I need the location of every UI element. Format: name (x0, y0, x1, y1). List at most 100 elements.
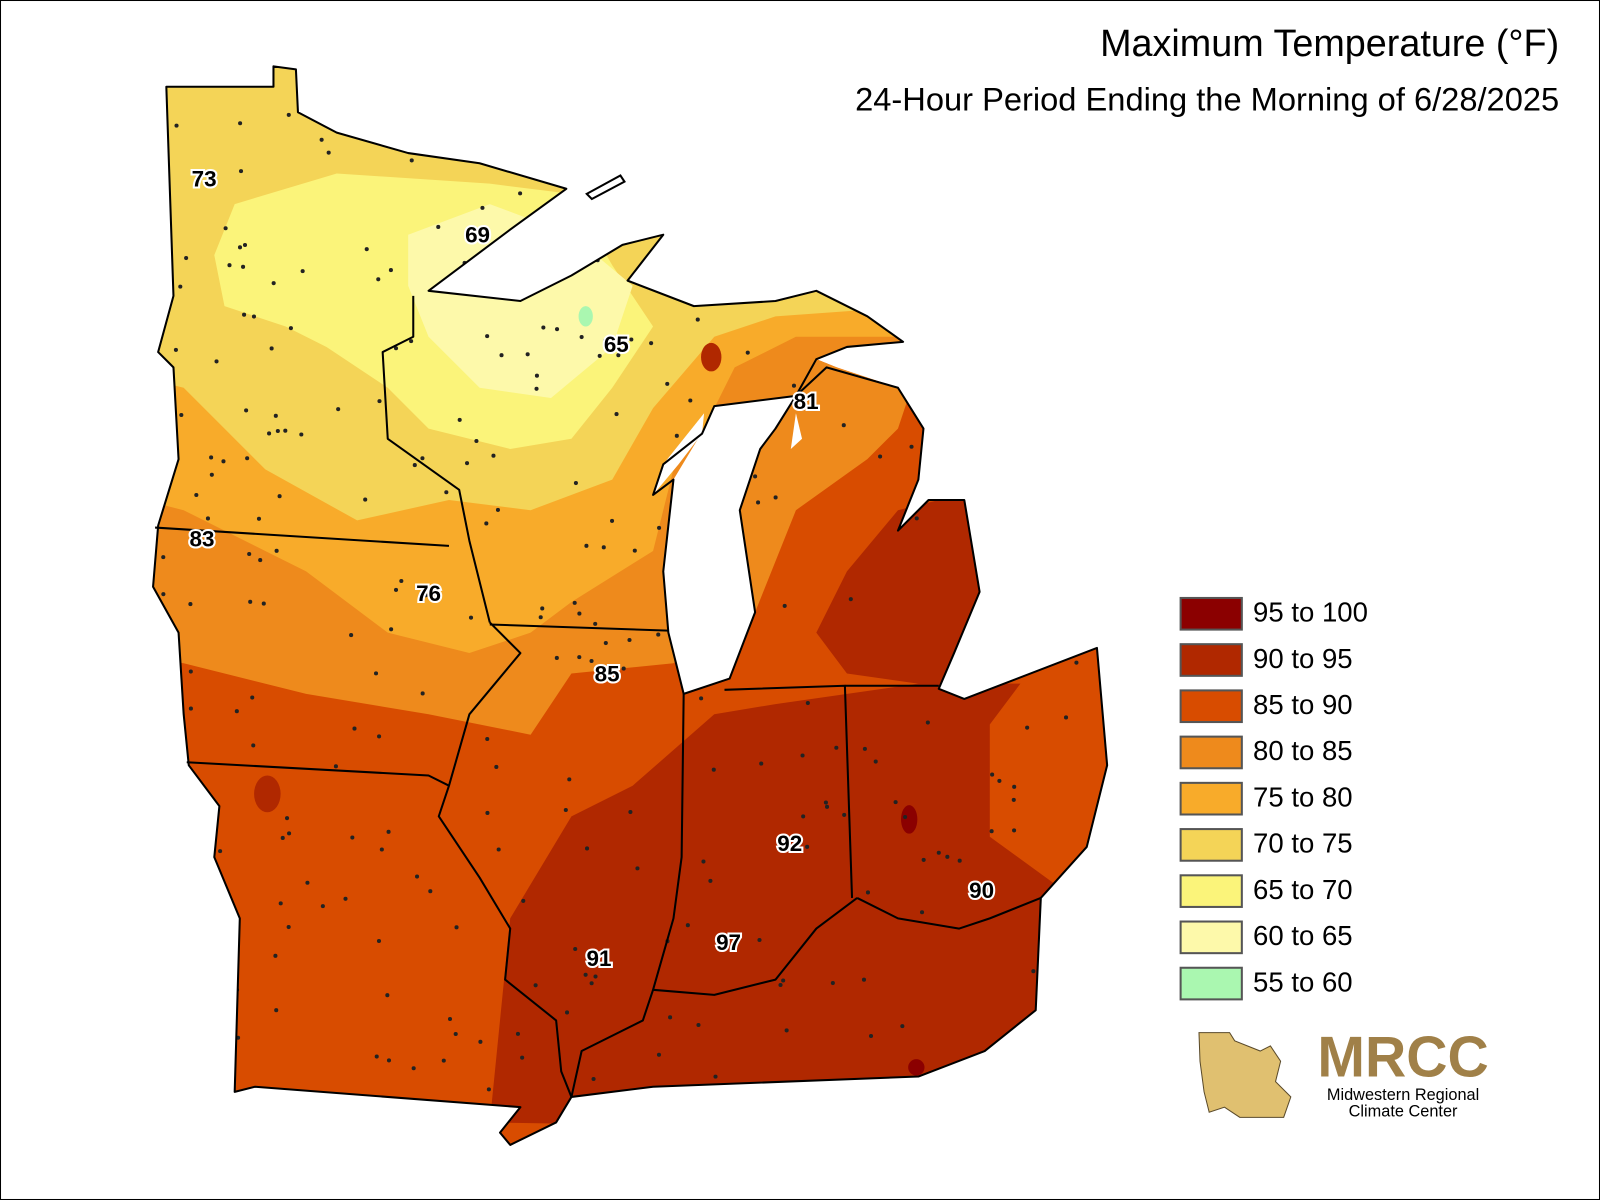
station-dot (668, 1015, 673, 1020)
station-dot (377, 399, 382, 404)
station-dot (485, 810, 490, 815)
station-dot (300, 269, 305, 274)
station-dot (350, 835, 355, 840)
station-dot (990, 772, 995, 777)
station-label: 65 (604, 332, 629, 357)
station-dot (320, 904, 325, 909)
station-dot (454, 925, 459, 930)
legend-label: 60 to 65 (1253, 920, 1353, 951)
station-dot (936, 850, 941, 855)
band-90-95 (816, 489, 990, 694)
station-dot (494, 764, 499, 769)
station-dot (286, 925, 291, 930)
station-dot (299, 432, 304, 437)
grand-traverse-bay (790, 413, 803, 449)
state-borders (152, 65, 1109, 1146)
station-dot (1012, 784, 1017, 789)
station-dot (227, 263, 232, 268)
station-dot (699, 696, 704, 701)
station-dot (447, 1016, 453, 1022)
station-dot (627, 637, 632, 643)
station-dot (540, 606, 545, 611)
station-dot (629, 337, 634, 342)
legend-swatch (1179, 874, 1243, 908)
station-dot (343, 896, 348, 901)
station-dot (603, 338, 608, 343)
station-dot (283, 428, 288, 433)
station-dot (411, 1066, 416, 1071)
station-dot (242, 312, 247, 317)
station-dot (415, 874, 420, 879)
station-dot (753, 474, 758, 479)
station-dot (1011, 797, 1016, 802)
station-dot (841, 423, 846, 428)
station-dot (234, 709, 239, 714)
station-label: 76 (416, 581, 441, 606)
station-dot (782, 603, 787, 608)
station-dot (179, 412, 184, 418)
station-dot (393, 346, 399, 351)
station-dot (565, 1010, 570, 1015)
station-dot (567, 777, 572, 782)
station-dot (1031, 969, 1036, 974)
station-dot (241, 264, 246, 269)
hot-spot (701, 342, 722, 372)
station-dot (614, 412, 619, 417)
station-dot (286, 112, 291, 117)
station-dot (616, 353, 621, 358)
legend-swatch (1179, 643, 1243, 677)
station-dot (258, 558, 263, 563)
station-dot (244, 408, 249, 413)
station-dot (533, 983, 538, 988)
station-dot (861, 977, 867, 982)
station-dot (256, 516, 262, 521)
station-dot (386, 829, 391, 834)
legend-swatch (1179, 920, 1243, 955)
station-dot (278, 901, 283, 906)
station-dot (1063, 715, 1069, 720)
station-dot (409, 339, 414, 344)
legend-swatch (1179, 966, 1243, 1001)
station-label: 85 (595, 661, 620, 686)
station-dot (914, 516, 919, 521)
station-dot (399, 578, 404, 584)
station-dot (261, 601, 266, 606)
station-dot (781, 978, 786, 983)
station-dot (209, 472, 214, 477)
station-dot (583, 972, 588, 977)
station-dot (534, 373, 539, 378)
station-dot (485, 334, 490, 339)
station-label: 73 (192, 167, 217, 192)
station-dot (685, 923, 690, 928)
station-dot (363, 497, 368, 502)
band-55-60 (578, 306, 593, 327)
station-dot (601, 545, 606, 550)
isle-royale (585, 174, 626, 201)
legend-label: 85 to 90 (1253, 689, 1353, 720)
station-label: 83 (190, 527, 215, 552)
station-dot (491, 453, 496, 458)
legend: 95 to 100 90 to 95 85 to 90 80 to 85 75 to 8… (1179, 597, 1368, 1001)
station-dot (1012, 828, 1017, 833)
station-dot (333, 764, 338, 769)
legend-label: 55 to 60 (1253, 966, 1353, 997)
station-dot (665, 381, 670, 386)
logo-acronym: MRCC (1317, 1025, 1488, 1089)
station-dot (597, 353, 602, 358)
station-dot (591, 1076, 596, 1082)
hot-spot (254, 775, 281, 813)
station-dot (695, 317, 700, 322)
station-dot (555, 327, 560, 332)
station-dot (374, 1054, 379, 1059)
station-dot (989, 829, 994, 834)
station-dot (388, 268, 393, 273)
station-dot (273, 413, 278, 418)
station-dot (326, 150, 331, 155)
station-dot (520, 1055, 525, 1060)
station-dot (628, 810, 633, 815)
mn-ia-border (155, 526, 450, 547)
station-dot (759, 761, 764, 766)
station-dot (285, 816, 290, 821)
station-dot (480, 205, 485, 210)
